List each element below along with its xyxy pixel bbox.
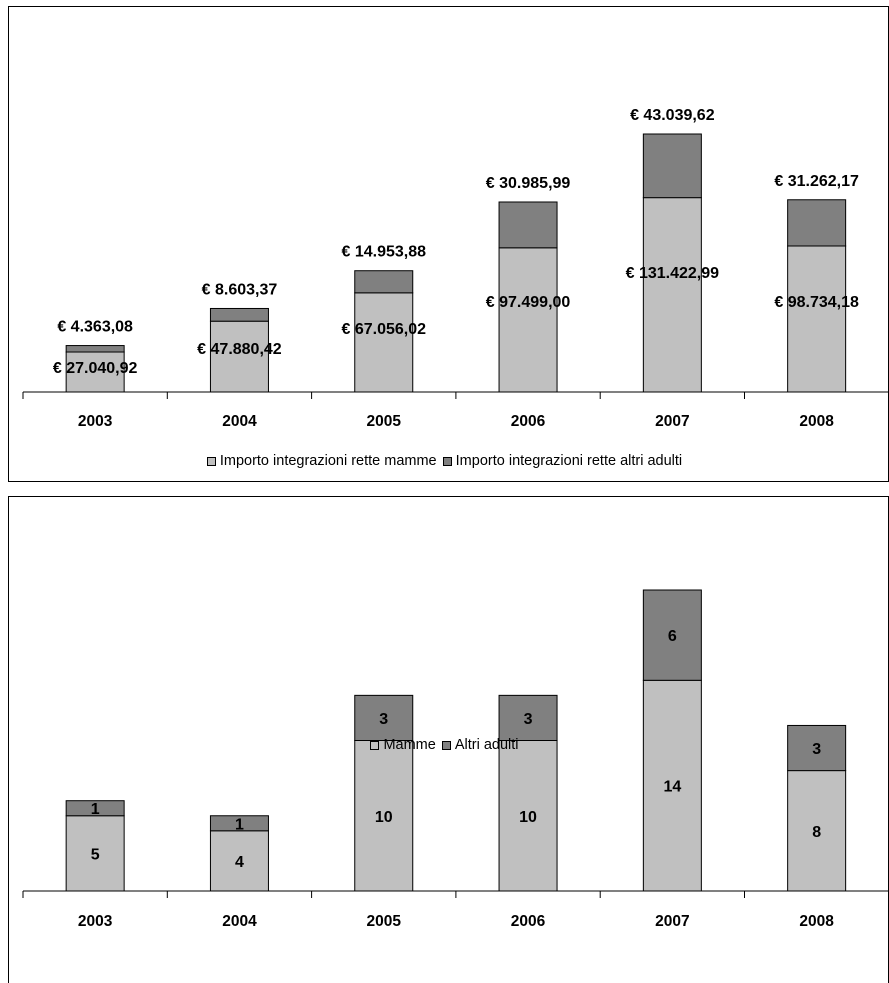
bar-segment-2003-upper xyxy=(65,800,125,817)
legend-item-altri-importo: Importo integrazioni rette altri adulti xyxy=(442,453,683,469)
bar-segment-2007-upper xyxy=(642,133,702,199)
data-label-2005-lower: 10 xyxy=(375,809,393,826)
data-label-2004-lower: € 47.880,42 xyxy=(197,341,282,358)
importi-chart-legend: Importo integrazioni rette mamme Importo… xyxy=(0,453,889,470)
data-label-2005-upper: 3 xyxy=(379,711,388,728)
data-label-2008-lower: 8 xyxy=(812,824,821,841)
x-tick-label-2007: 2007 xyxy=(655,413,689,430)
x-tick-label-2005: 2005 xyxy=(367,913,402,930)
bar-segment-2007-lower xyxy=(642,679,702,892)
data-label-2004-upper: 1 xyxy=(235,816,244,833)
legend-label: Importo integrazioni rette altri adulti xyxy=(455,453,683,469)
data-label-2008-upper: € 31.262,17 xyxy=(774,173,859,190)
data-label-2006-lower: € 97.499,00 xyxy=(486,294,571,311)
data-label-2005-upper: € 14.953,88 xyxy=(341,244,426,261)
data-label-2006-upper: 3 xyxy=(524,711,533,728)
legend-swatch-light xyxy=(370,740,380,750)
bar-segment-2008-lower xyxy=(787,770,847,892)
x-tick-label-2004: 2004 xyxy=(222,913,257,930)
data-label-2008-upper: 3 xyxy=(812,741,821,758)
x-tick-label-2007: 2007 xyxy=(655,913,689,930)
data-label-2003-lower: € 27.040,92 xyxy=(53,360,138,377)
bar-segment-2006-lower xyxy=(498,247,558,393)
legend-swatch-dark xyxy=(442,456,452,466)
bar-segment-2003-upper xyxy=(65,345,125,353)
data-label-2005-lower: € 67.056,02 xyxy=(341,321,426,338)
data-label-2004-lower: 4 xyxy=(235,854,244,871)
data-label-2003-upper: € 4.363,08 xyxy=(57,319,133,336)
bar-segment-2007-lower xyxy=(642,197,702,393)
legend-label: Importo integrazioni rette mamme xyxy=(219,453,437,469)
legend-item-mamme-importo: Importo integrazioni rette mamme xyxy=(206,453,437,469)
legend-label: Altri adulti xyxy=(454,737,519,753)
data-label-2004-upper: € 8.603,37 xyxy=(202,281,278,298)
bar-segment-2006-upper xyxy=(498,694,558,741)
x-tick-label-2006: 2006 xyxy=(511,413,546,430)
data-label-2003-lower: 5 xyxy=(91,846,100,863)
legend-item-mamme: Mamme xyxy=(370,737,436,753)
bar-segment-2006-upper xyxy=(498,201,558,249)
chart-1-marks: € 27.040,92 € 4.363,08 2003 € 47.880,42 € 8.… xyxy=(22,107,889,430)
data-label-2007-upper: 6 xyxy=(668,628,677,645)
legend-swatch-dark xyxy=(441,740,451,750)
x-tick-label-2006: 2006 xyxy=(511,913,546,930)
count-chart xyxy=(8,496,889,983)
data-label-2007-lower: 14 xyxy=(663,779,681,796)
x-tick-label-2008: 2008 xyxy=(799,913,834,930)
bar-segment-2004-upper xyxy=(209,815,269,832)
x-tick-label-2008: 2008 xyxy=(799,413,834,430)
data-label-2006-lower: 10 xyxy=(519,809,537,826)
x-tick-label-2005: 2005 xyxy=(367,413,402,430)
bar-segment-2008-upper xyxy=(787,199,847,247)
bar-segment-2004-lower xyxy=(209,830,269,892)
bar-segment-2006-lower xyxy=(498,740,558,892)
bar-segment-2005-lower xyxy=(354,292,414,393)
legend-swatch-light xyxy=(206,456,216,466)
bar-segment-2004-lower xyxy=(209,320,269,393)
x-tick-label-2003: 2003 xyxy=(78,413,113,430)
x-tick-label-2003: 2003 xyxy=(78,913,113,930)
data-label-2003-upper: 1 xyxy=(91,801,100,818)
count-chart-legend: Mamme Altri adulti xyxy=(0,737,889,754)
data-label-2008-lower: € 98.734,18 xyxy=(774,294,859,311)
data-label-2007-upper: € 43.039,62 xyxy=(630,107,715,124)
bar-segment-2008-upper xyxy=(787,724,847,772)
importi-chart xyxy=(8,6,889,482)
data-label-2007-lower: € 131.422,99 xyxy=(626,265,720,282)
bar-segment-2005-upper xyxy=(354,270,414,294)
data-label-2006-upper: € 30.985,99 xyxy=(486,175,571,192)
bar-segment-2007-upper xyxy=(642,589,702,681)
bar-segment-2008-lower xyxy=(787,245,847,393)
bar-segment-2003-lower xyxy=(65,815,125,892)
chart-2-marks: 5 1 2003 4 1 2004 10 3 2005 10 3 2006 14 6 2007 8 3 2008 xyxy=(22,589,889,930)
x-tick-label-2004: 2004 xyxy=(222,413,257,430)
legend-label: Mamme xyxy=(383,737,436,753)
bar-segment-2005-upper xyxy=(354,694,414,741)
bar-segment-2004-upper xyxy=(209,307,269,322)
legend-item-altri: Altri adulti xyxy=(441,737,519,753)
